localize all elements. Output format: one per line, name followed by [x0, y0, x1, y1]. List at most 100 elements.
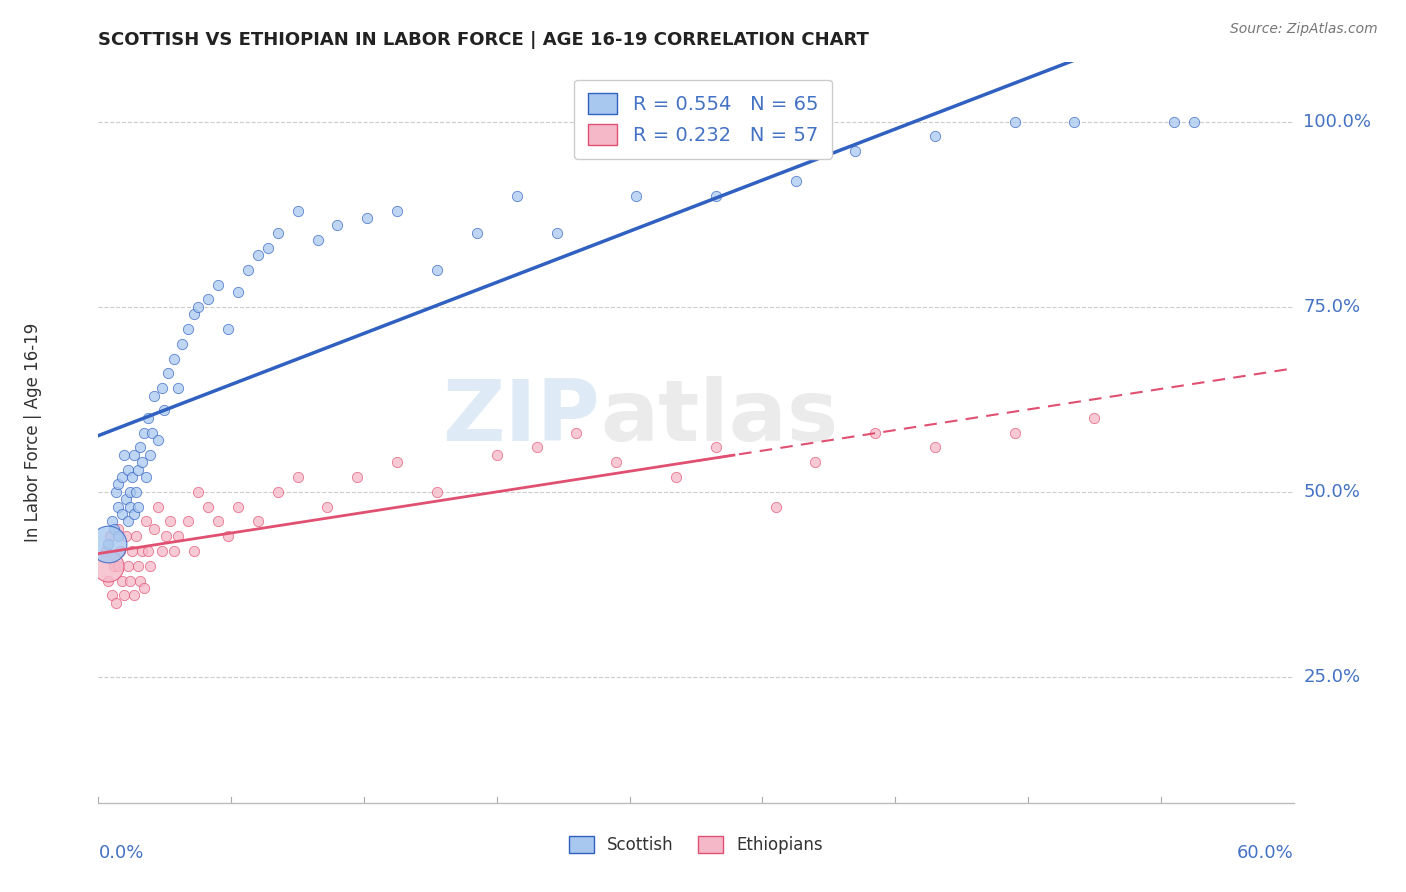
Point: [120, 574, 142, 588]
Point: [506, 188, 529, 202]
Point: [246, 515, 269, 529]
Point: [150, 381, 173, 395]
Point: [134, 581, 156, 595]
Point: [326, 219, 349, 233]
Point: [131, 544, 153, 558]
Point: [167, 529, 190, 543]
Point: [120, 500, 142, 514]
Point: [785, 174, 807, 188]
Point: [139, 448, 162, 462]
Point: [177, 515, 200, 529]
Text: 50.0%: 50.0%: [1303, 483, 1361, 500]
Point: [167, 381, 190, 395]
Text: Source: ZipAtlas.com: Source: ZipAtlas.com: [1230, 22, 1378, 37]
Point: [97, 574, 120, 588]
Point: [112, 589, 135, 603]
Point: [924, 441, 946, 455]
Point: [267, 484, 290, 499]
Point: [157, 367, 180, 381]
Point: [426, 484, 449, 499]
Point: [217, 322, 239, 336]
Point: [135, 470, 157, 484]
Point: [101, 515, 124, 529]
Point: [465, 226, 488, 240]
Point: [131, 455, 153, 469]
Point: [111, 574, 134, 588]
Point: [844, 145, 866, 159]
Point: [207, 277, 229, 292]
Point: [103, 558, 125, 573]
Point: [256, 240, 278, 255]
Point: [136, 544, 159, 558]
Point: [120, 484, 142, 499]
Point: [117, 462, 139, 476]
Point: [765, 500, 787, 514]
Point: [1004, 114, 1026, 128]
Point: [127, 558, 149, 573]
Point: [117, 558, 139, 573]
Point: [183, 307, 205, 321]
Point: [150, 544, 173, 558]
Point: [125, 529, 148, 543]
Point: [110, 544, 132, 558]
Point: [865, 425, 887, 440]
Point: [107, 558, 129, 573]
Point: [115, 529, 138, 543]
Point: [127, 462, 149, 476]
Text: 75.0%: 75.0%: [1303, 298, 1361, 316]
Point: [177, 322, 200, 336]
Point: [565, 425, 588, 440]
Point: [287, 203, 309, 218]
Point: [1182, 114, 1205, 128]
Point: [385, 455, 409, 469]
Point: [111, 507, 134, 521]
Point: [267, 226, 290, 240]
Point: [307, 233, 329, 247]
Legend: Scottish, Ethiopians: Scottish, Ethiopians: [562, 830, 830, 861]
Point: [704, 441, 727, 455]
Point: [346, 470, 368, 484]
Point: [1163, 114, 1185, 128]
Point: [97, 558, 120, 573]
Point: [124, 507, 146, 521]
Point: [101, 589, 124, 603]
Point: [97, 536, 120, 550]
Point: [107, 477, 129, 491]
Point: [236, 262, 259, 277]
Point: [139, 558, 162, 573]
Point: [187, 484, 209, 499]
Point: [107, 522, 129, 536]
Point: [107, 529, 129, 543]
Point: [1083, 410, 1105, 425]
Point: [143, 522, 166, 536]
Point: [107, 500, 129, 514]
Point: [96, 544, 118, 558]
Point: [148, 500, 170, 514]
Text: 60.0%: 60.0%: [1237, 844, 1294, 862]
Point: [626, 188, 648, 202]
Point: [105, 484, 128, 499]
Point: [385, 203, 409, 218]
Point: [105, 596, 128, 610]
Point: [287, 470, 309, 484]
Text: 100.0%: 100.0%: [1303, 112, 1371, 130]
Point: [605, 455, 627, 469]
Point: [1063, 114, 1085, 128]
Point: [217, 529, 239, 543]
Point: [155, 529, 177, 543]
Point: [197, 293, 219, 307]
Point: [804, 455, 827, 469]
Text: SCOTTISH VS ETHIOPIAN IN LABOR FORCE | AGE 16-19 CORRELATION CHART: SCOTTISH VS ETHIOPIAN IN LABOR FORCE | A…: [98, 31, 869, 49]
Point: [115, 492, 138, 507]
Point: [665, 470, 688, 484]
Point: [485, 448, 508, 462]
Point: [426, 262, 449, 277]
Point: [924, 129, 946, 144]
Point: [124, 589, 146, 603]
Point: [183, 544, 205, 558]
Point: [207, 515, 229, 529]
Point: [134, 425, 156, 440]
Point: [356, 211, 378, 225]
Point: [141, 425, 163, 440]
Point: [111, 470, 134, 484]
